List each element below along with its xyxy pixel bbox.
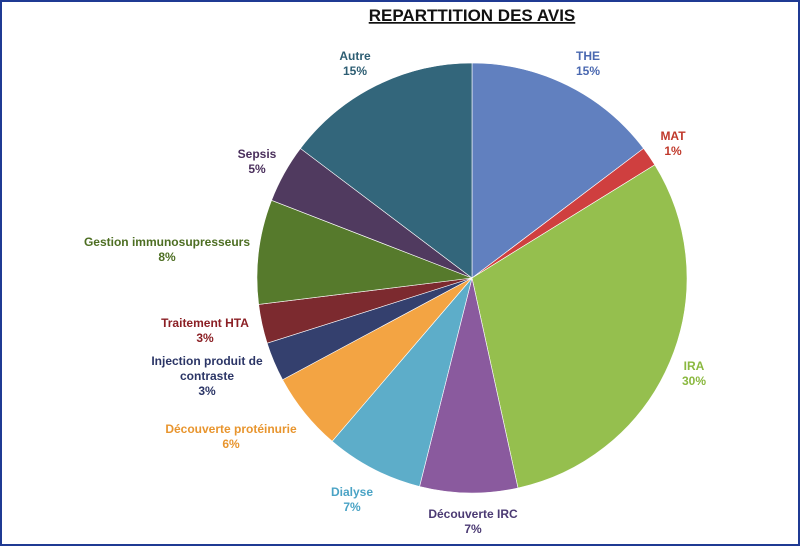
slice-name-label: MAT [660, 129, 686, 143]
slice-percent-label: 15% [343, 64, 367, 78]
slice-name-label: Découverte IRC [428, 507, 518, 521]
pie-slice-gestion-immunosupresseurs [256, 199, 473, 305]
pie-slice-d-couverte-irc [419, 277, 519, 494]
slice-percent-label: 7% [343, 500, 361, 514]
slice-percent-label: 15% [576, 64, 600, 78]
slice-name-label: Autre [339, 49, 371, 63]
pie-slice-autre [300, 62, 473, 279]
slice-name-label: Traitement HTA [161, 316, 249, 330]
pie-slice-dialyse [331, 277, 473, 487]
slice-name-label: contraste [180, 369, 234, 383]
pie-slices [256, 62, 688, 494]
slice-name-label: Dialyse [331, 485, 373, 499]
slice-name-label: Découverte protéinurie [165, 422, 297, 436]
slice-percent-label: 3% [198, 384, 216, 398]
slice-name-label: Gestion immunosupresseurs [84, 235, 250, 249]
pie-slice-ira [471, 164, 688, 489]
slice-percent-label: 7% [464, 522, 482, 536]
chart-title: REPARTTITION DES AVIS [369, 6, 576, 25]
slice-percent-label: 1% [664, 144, 682, 158]
slice-name-label: Injection produit de [151, 354, 263, 368]
pie-slice-the [471, 62, 644, 279]
slice-name-label: IRA [684, 359, 705, 373]
slice-percent-label: 5% [248, 162, 266, 176]
slice-percent-label: 3% [196, 331, 214, 345]
slice-name-label: Sepsis [238, 147, 277, 161]
slice-name-label: THE [576, 49, 600, 63]
slice-percent-label: 6% [222, 437, 240, 451]
slice-percent-label: 30% [682, 374, 706, 388]
slice-percent-label: 8% [158, 250, 176, 264]
